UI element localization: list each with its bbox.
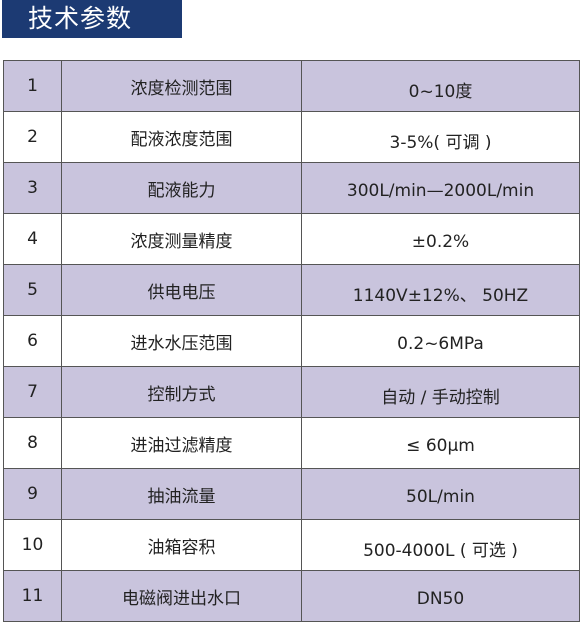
section-title: 技术参数 bbox=[2, 0, 182, 38]
param-name: 抽油流量 bbox=[61, 468, 302, 520]
row-index: 5 bbox=[3, 264, 62, 316]
row-index: 4 bbox=[3, 213, 62, 265]
param-name: 油箱容积 bbox=[61, 519, 302, 571]
param-name: 控制方式 bbox=[61, 366, 302, 418]
param-value: 0~10度 bbox=[301, 60, 580, 112]
param-value: 1140V±12%、 50HZ bbox=[301, 264, 580, 316]
param-value: 300L/min—2000L/min bbox=[301, 162, 580, 214]
row-index: 1 bbox=[3, 60, 62, 112]
param-name: 进水水压范围 bbox=[61, 315, 302, 367]
table-row: 9 抽油流量 50L/min bbox=[3, 468, 580, 520]
table-row: 5 供电电压 1140V±12%、 50HZ bbox=[3, 264, 580, 316]
spec-table-body: 1 浓度检测范围 0~10度 2 配液浓度范围 3-5%( 可调 ) 3 配液能… bbox=[3, 60, 580, 622]
param-name: 浓度检测范围 bbox=[61, 60, 302, 112]
param-value: ≤ 60μm bbox=[301, 417, 580, 469]
table-row: 6 进水水压范围 0.2~6MPa bbox=[3, 315, 580, 367]
table-row: 10 油箱容积 500-4000L ( 可选 ) bbox=[3, 519, 580, 571]
table-row: 2 配液浓度范围 3-5%( 可调 ) bbox=[3, 111, 580, 163]
spec-table: 1 浓度检测范围 0~10度 2 配液浓度范围 3-5%( 可调 ) 3 配液能… bbox=[3, 60, 580, 622]
param-name: 配液浓度范围 bbox=[61, 111, 302, 163]
table-row: 11 电磁阀进出水口 DN50 bbox=[3, 570, 580, 622]
param-value: 50L/min bbox=[301, 468, 580, 520]
param-name: 供电电压 bbox=[61, 264, 302, 316]
row-index: 2 bbox=[3, 111, 62, 163]
param-name: 配液能力 bbox=[61, 162, 302, 214]
row-index: 7 bbox=[3, 366, 62, 418]
param-name: 进油过滤精度 bbox=[61, 417, 302, 469]
param-name: 浓度测量精度 bbox=[61, 213, 302, 265]
param-value: 3-5%( 可调 ) bbox=[301, 111, 580, 163]
table-row: 3 配液能力 300L/min—2000L/min bbox=[3, 162, 580, 214]
table-row: 4 浓度测量精度 ±0.2% bbox=[3, 213, 580, 265]
table-row: 7 控制方式 自动 / 手动控制 bbox=[3, 366, 580, 418]
row-index: 3 bbox=[3, 162, 62, 214]
param-value: 500-4000L ( 可选 ) bbox=[301, 519, 580, 571]
row-index: 8 bbox=[3, 417, 62, 469]
table-row: 1 浓度检测范围 0~10度 bbox=[3, 60, 580, 112]
row-index: 10 bbox=[3, 519, 62, 571]
row-index: 6 bbox=[3, 315, 62, 367]
param-value: DN50 bbox=[301, 570, 580, 622]
table-row: 8 进油过滤精度 ≤ 60μm bbox=[3, 417, 580, 469]
param-value: 自动 / 手动控制 bbox=[301, 366, 580, 418]
row-index: 9 bbox=[3, 468, 62, 520]
param-value: 0.2~6MPa bbox=[301, 315, 580, 367]
param-value: ±0.2% bbox=[301, 213, 580, 265]
row-index: 11 bbox=[3, 570, 62, 622]
param-name: 电磁阀进出水口 bbox=[61, 570, 302, 622]
